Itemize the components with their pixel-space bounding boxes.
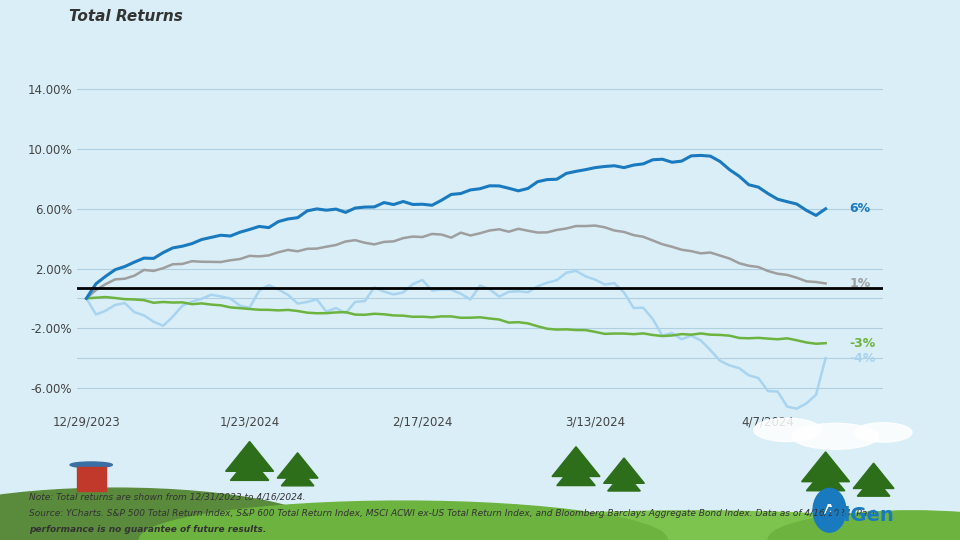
Text: -3%: -3% — [850, 336, 876, 350]
Text: Total Returns: Total Returns — [69, 9, 182, 24]
Polygon shape — [557, 462, 595, 485]
Ellipse shape — [768, 511, 960, 540]
Text: Note: Total returns are shown from 12/31/2023 to 4/16/2024.: Note: Total returns are shown from 12/31… — [29, 492, 305, 502]
Text: 1%: 1% — [850, 277, 871, 290]
Polygon shape — [802, 452, 850, 482]
Polygon shape — [230, 457, 269, 481]
Circle shape — [813, 488, 846, 532]
Bar — [77, 468, 106, 491]
Ellipse shape — [792, 423, 878, 449]
Text: AllGen: AllGen — [824, 506, 895, 525]
Polygon shape — [806, 468, 845, 491]
Text: performance is no guarantee of future results.: performance is no guarantee of future re… — [29, 525, 266, 534]
Circle shape — [70, 462, 112, 468]
Polygon shape — [857, 476, 890, 496]
Text: -4%: -4% — [850, 352, 876, 365]
Legend: S&P 500, S&P 600, MSCI ACWI ex-US, Bloomberg Aggregate Bond Index: S&P 500, S&P 600, MSCI ACWI ex-US, Bloom… — [75, 0, 650, 1]
Text: 6%: 6% — [850, 202, 871, 215]
Text: Source: YCharts. S&P 500 Total Return Index, S&P 600 Total Return Index, MSCI AC: Source: YCharts. S&P 500 Total Return In… — [29, 509, 876, 518]
Polygon shape — [281, 466, 314, 486]
Polygon shape — [608, 471, 640, 491]
Ellipse shape — [379, 511, 960, 540]
Ellipse shape — [139, 501, 667, 540]
Text: A: A — [824, 503, 835, 517]
Polygon shape — [604, 458, 644, 483]
Ellipse shape — [854, 423, 912, 442]
Ellipse shape — [754, 418, 821, 442]
Polygon shape — [853, 463, 894, 489]
Ellipse shape — [0, 488, 331, 540]
Polygon shape — [552, 447, 600, 476]
Polygon shape — [226, 442, 274, 471]
Polygon shape — [277, 453, 318, 478]
